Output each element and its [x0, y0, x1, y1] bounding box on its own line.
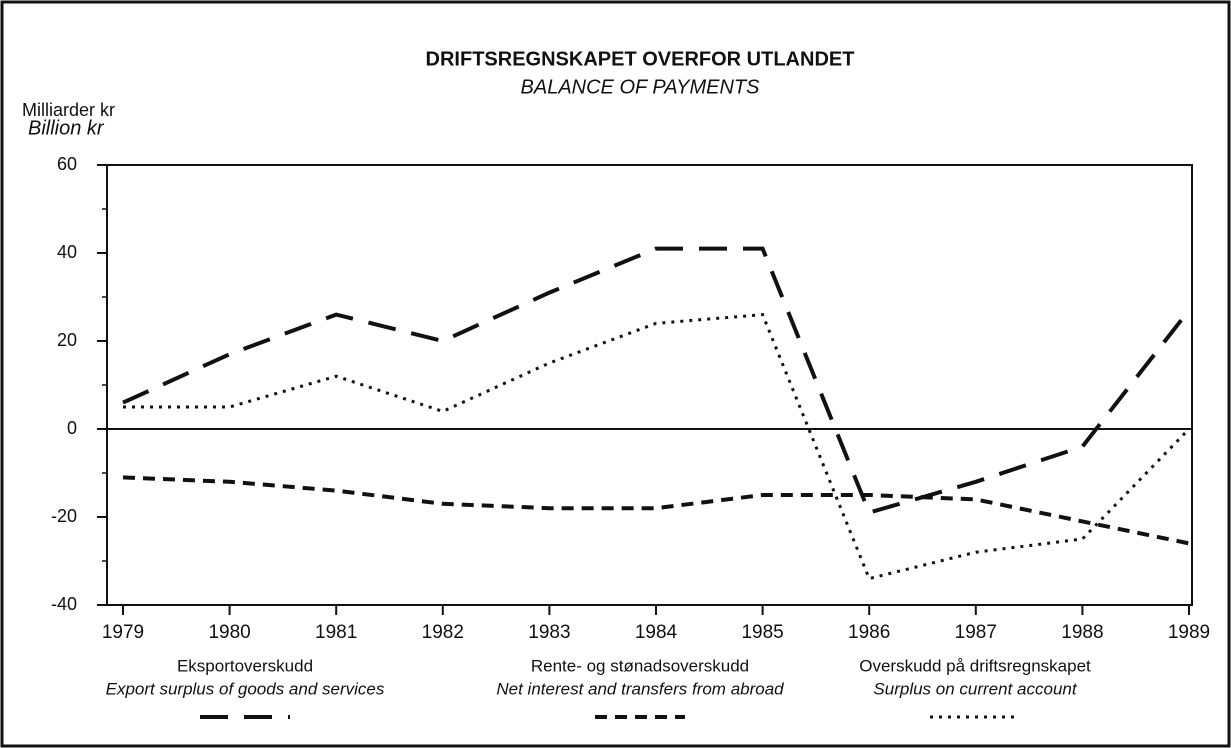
- x-tick-label: 1988: [1061, 622, 1103, 643]
- x-tick-label: 1985: [741, 622, 783, 643]
- y-tick-label: -40: [51, 594, 77, 614]
- chart-title: DRIFTSREGNSKAPET OVERFOR UTLANDET: [426, 48, 855, 70]
- x-tick-label: 1980: [208, 622, 250, 643]
- series-line: [122, 475, 1190, 546]
- x-tick-label: 1979: [102, 622, 144, 643]
- plot-area: [106, 164, 1193, 606]
- y-tick-label: 40: [57, 242, 77, 262]
- x-tick-label: 1986: [848, 622, 890, 643]
- series-line: [123, 313, 1191, 581]
- x-tick-label: 1982: [422, 622, 464, 643]
- y-tick-label: -20: [51, 506, 77, 526]
- x-tick-label: 1984: [635, 622, 678, 643]
- legend-label-en: Surplus on current account: [873, 679, 1077, 698]
- legend-label: Overskudd på driftsregnskapet: [859, 656, 1091, 675]
- y-axis-label-en: Billion kr: [28, 117, 105, 139]
- x-tick-label: 1981: [315, 622, 357, 643]
- legend-label-en: Net interest and transfers from abroad: [496, 679, 784, 698]
- legend-label: Rente- og stønadsoverskudd: [531, 656, 749, 675]
- chart-subtitle: BALANCE OF PAYMENTS: [521, 76, 761, 98]
- x-tick-label: 1989: [1168, 622, 1210, 643]
- y-tick-label: 20: [57, 330, 77, 350]
- x-tick-label: 1983: [528, 622, 570, 643]
- legend-label-en: Export surplus of goods and services: [106, 679, 385, 698]
- legend-label: Eksportoverskudd: [177, 656, 313, 675]
- y-axis-label: Milliarder kr: [22, 100, 115, 120]
- series-line: [122, 246, 1191, 516]
- y-tick-label: 0: [67, 418, 77, 438]
- y-tick-label: 60: [57, 154, 77, 174]
- x-tick-label: 1987: [955, 622, 997, 643]
